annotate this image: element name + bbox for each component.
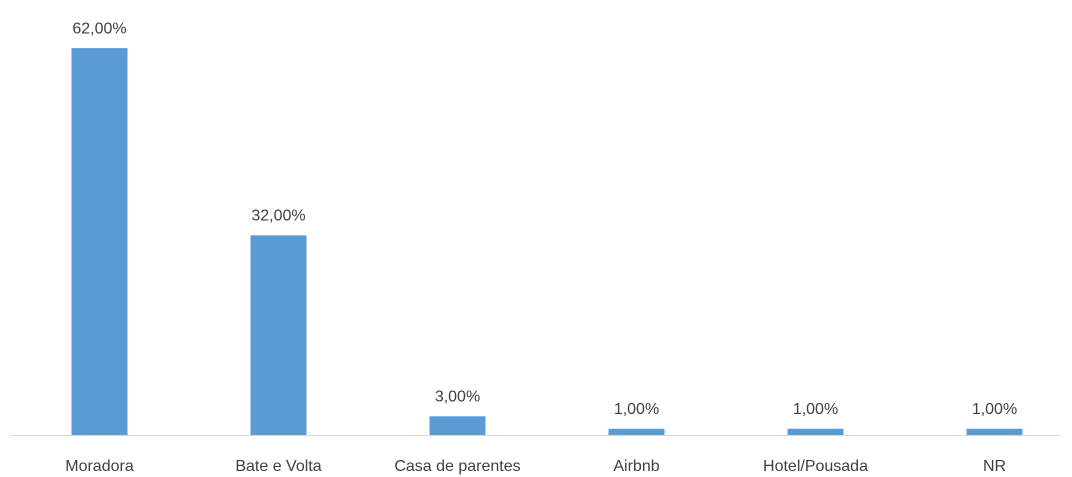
bar — [787, 428, 844, 435]
x-tick-label: Moradora — [65, 458, 134, 475]
bar — [966, 428, 1023, 435]
data-label: 3,00% — [435, 388, 480, 405]
bar — [71, 48, 128, 436]
data-label: 32,00% — [251, 208, 305, 225]
bar — [429, 416, 486, 435]
data-label: 1,00% — [972, 401, 1017, 418]
x-tick-label: Hotel/Pousada — [763, 458, 868, 475]
bar — [250, 235, 307, 435]
x-tick-label: Bate e Volta — [235, 458, 321, 475]
bar — [608, 428, 665, 435]
x-tick-label: Casa de parentes — [394, 458, 520, 475]
data-label: 1,00% — [614, 401, 659, 418]
data-label: 1,00% — [793, 401, 838, 418]
x-tick-label: NR — [983, 458, 1006, 475]
data-label: 62,00% — [72, 20, 126, 37]
x-tick-label: Airbnb — [613, 458, 659, 475]
